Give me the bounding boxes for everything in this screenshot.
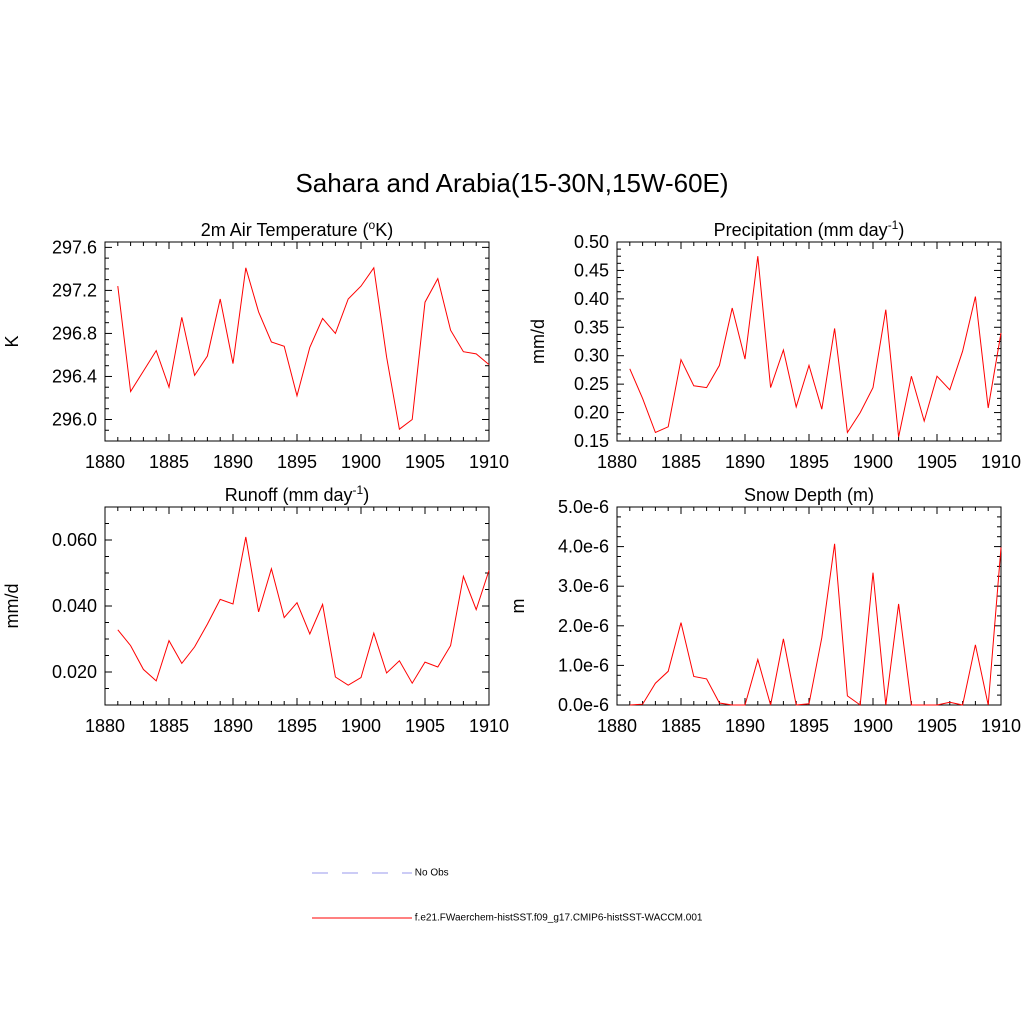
x-tick-label-snow-depth: 1905 [917,716,957,736]
x-tick-label-snow-depth: 1885 [661,716,701,736]
x-tick-label-snow-depth: 1880 [597,716,637,736]
x-tick-label-air-temperature: 1890 [213,452,253,472]
x-tick-label-air-temperature: 1905 [405,452,445,472]
y-tick-label-runoff: 0.020 [52,662,97,682]
panel-air-temperature: 1880 1885 1890 1895 1900 1905 1910 296.0 296.4 29… [2,218,509,472]
legend-item-model: f.e21.FWaerchem-histSST.f09_g17.CMIP6-hi… [312,911,702,925]
y-axis-label-precipitation: mm/d [528,319,548,364]
x-tick-label-precipitation: 1895 [789,452,829,472]
y-tick-label-precipitation: 0.40 [574,289,609,309]
x-tick-label-precipitation: 1885 [661,452,701,472]
y-tick-label-snow-depth: 3.0e-6 [558,576,609,596]
page-title: Sahara and Arabia(15-30N,15W-60E) [295,168,729,198]
y-tick-label-snow-depth: 4.0e-6 [558,537,609,557]
y-tick-label-snow-depth: 1.0e-6 [558,655,609,675]
y-tick-label-air-temperature: 296.4 [52,366,97,386]
y-tick-label-precipitation: 0.15 [574,431,609,451]
x-tick-label-air-temperature: 1910 [469,452,509,472]
x-tick-label-runoff: 1895 [277,716,317,736]
y-tick-label-snow-depth: 0.0e-6 [558,695,609,715]
legend-label-no-obs: No Obs [414,867,449,879]
panel-snow-depth: 1880 1885 1890 1895 1900 1905 1910 0.0e-6 1.0e-6… [508,485,1021,736]
plot-frame-snow-depth [616,506,1002,706]
x-tick-label-runoff: 1885 [149,716,189,736]
legend-solid-line-icon [312,917,412,919]
y-tick-label-air-temperature: 297.2 [52,280,97,300]
series-line-runoff [117,536,490,686]
panel-title-air-temperature: 2m Air Temperature (oK) [201,218,393,240]
plot-frame-precipitation [616,241,1002,442]
y-axis-label-snow-depth: m [508,599,528,614]
y-tick-label-precipitation: 0.50 [574,232,609,252]
legend-item-no-obs: No Obs [312,866,449,880]
panel-title-runoff: Runoff (mm day-1) [225,483,369,505]
x-tick-label-air-temperature: 1895 [277,452,317,472]
y-tick-label-air-temperature: 297.6 [52,237,97,257]
panel-precipitation: 1880 1885 1890 1895 1900 1905 1910 0.15 0.20 0.25… [528,218,1021,472]
y-tick-label-snow-depth: 5.0e-6 [558,497,609,517]
series-line-snow-depth [629,543,1002,706]
x-tick-label-air-temperature: 1900 [341,452,381,472]
panel-title-precipitation: Precipitation (mm day-1) [714,218,905,240]
x-tick-label-snow-depth: 1890 [725,716,765,736]
y-tick-label-runoff: 0.060 [52,530,97,550]
y-tick-label-snow-depth: 2.0e-6 [558,616,609,636]
series-line-precipitation [629,256,1002,438]
plot-frame-air-temperature [104,241,490,442]
x-tick-label-precipitation: 1910 [981,452,1021,472]
x-tick-label-snow-depth: 1900 [853,716,893,736]
x-tick-label-precipitation: 1890 [725,452,765,472]
x-tick-label-snow-depth: 1895 [789,716,829,736]
y-tick-label-precipitation: 0.45 [574,260,609,280]
y-tick-label-precipitation: 0.25 [574,374,609,394]
x-tick-label-precipitation: 1905 [917,452,957,472]
y-tick-label-air-temperature: 296.0 [52,409,97,429]
panel-title-snow-depth: Snow Depth (m) [744,485,874,505]
x-tick-label-runoff: 1905 [405,716,445,736]
x-tick-label-precipitation: 1880 [597,452,637,472]
y-axis-label-air-temperature: K [2,335,22,347]
plot-frame-runoff [104,506,490,706]
series-line-air-temperature [117,266,490,431]
legend-label-model: f.e21.FWaerchem-histSST.f09_g17.CMIP6-hi… [414,912,703,924]
y-tick-label-runoff: 0.040 [52,596,97,616]
legend-dashed-line-icon [312,872,412,874]
panel-runoff: 1880 1885 1890 1895 1900 1905 1910 0.020 0.040 0.… [2,483,509,736]
x-tick-label-snow-depth: 1910 [981,716,1021,736]
y-axis-label-runoff: mm/d [2,584,22,629]
x-tick-label-runoff: 1910 [469,716,509,736]
y-tick-label-air-temperature: 296.8 [52,323,97,343]
y-tick-label-precipitation: 0.35 [574,317,609,337]
y-tick-label-precipitation: 0.20 [574,403,609,423]
x-tick-label-air-temperature: 1880 [85,452,125,472]
y-tick-label-precipitation: 0.30 [574,346,609,366]
x-tick-label-air-temperature: 1885 [149,452,189,472]
x-tick-label-runoff: 1890 [213,716,253,736]
x-tick-label-runoff: 1880 [85,716,125,736]
x-tick-label-runoff: 1900 [341,716,381,736]
x-tick-label-precipitation: 1900 [853,452,893,472]
